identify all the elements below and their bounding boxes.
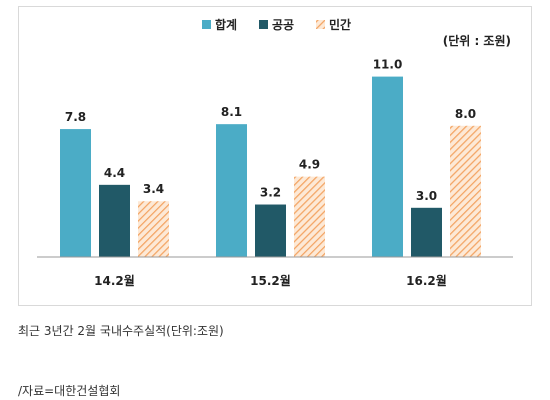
- data-label: 3.0: [416, 189, 437, 203]
- x-tick-label: 14.2월: [94, 273, 135, 288]
- data-label: 8.1: [221, 105, 242, 119]
- chart-caption: 최근 3년간 2월 국내수주실적(단위:조원): [18, 324, 224, 338]
- bar-민간-14.2월: [138, 201, 169, 257]
- bar-chart: 합계 공공 민간 (단위 : 조원) 7.8 4.4 3.4 8.1 3.2 4.9 11.0 3…: [37, 17, 513, 288]
- data-label: 8.0: [455, 107, 476, 121]
- unit-note: (단위 : 조원): [443, 33, 511, 48]
- data-label: 7.8: [65, 110, 86, 124]
- legend-label: 합계: [215, 17, 237, 32]
- data-label: 4.9: [299, 158, 320, 172]
- bar-합계-15.2월: [216, 124, 247, 257]
- source-note: /자료=대한건설협회: [18, 384, 121, 398]
- bars-group: 7.8 4.4 3.4 8.1 3.2 4.9 11.0 3.0 8.0: [60, 58, 481, 257]
- legend-swatch: [202, 20, 211, 29]
- data-label: 11.0: [373, 58, 403, 72]
- bar-공공-14.2월: [99, 184, 130, 257]
- legend-swatch: [316, 20, 325, 29]
- x-axis-ticks: 14.2월 15.2월 16.2월: [94, 273, 447, 288]
- bar-합계-16.2월: [372, 76, 403, 257]
- chart-frame: 합계 공공 민간 (단위 : 조원) 7.8 4.4 3.4 8.1 3.2 4.9 11.0 3…: [18, 6, 532, 306]
- data-label: 3.2: [260, 186, 281, 200]
- bar-민간-15.2월: [294, 176, 325, 257]
- legend-label: 민간: [329, 17, 351, 32]
- legend: 합계 공공 민간: [202, 17, 351, 32]
- bar-공공-16.2월: [411, 207, 442, 257]
- bar-합계-14.2월: [60, 129, 91, 257]
- bar-민간-16.2월: [450, 125, 481, 257]
- x-tick-label: 16.2월: [406, 273, 447, 288]
- data-label: 4.4: [104, 166, 125, 180]
- x-tick-label: 15.2월: [250, 273, 291, 288]
- data-label: 3.4: [143, 182, 164, 196]
- legend-swatch: [259, 20, 268, 29]
- legend-label: 공공: [272, 18, 294, 32]
- bar-공공-15.2월: [255, 204, 286, 257]
